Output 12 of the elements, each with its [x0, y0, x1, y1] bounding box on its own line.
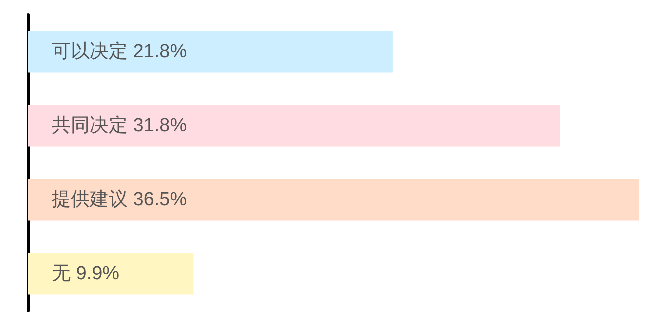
y-tick-label: 提供建议: [52, 188, 128, 210]
y-tick-label: 无: [52, 264, 71, 284]
bar: [28, 179, 639, 221]
bar: [28, 253, 194, 295]
y-tick-label: 可以决定: [52, 40, 128, 62]
bar: [28, 105, 560, 147]
data-label: 9.9%: [76, 264, 120, 284]
data-label: 36.5%: [133, 190, 188, 210]
data-label: 21.8%: [133, 42, 188, 62]
bar: [28, 31, 393, 73]
y-tick-label: 共同决定: [52, 114, 128, 136]
data-label: 31.8%: [133, 116, 188, 136]
